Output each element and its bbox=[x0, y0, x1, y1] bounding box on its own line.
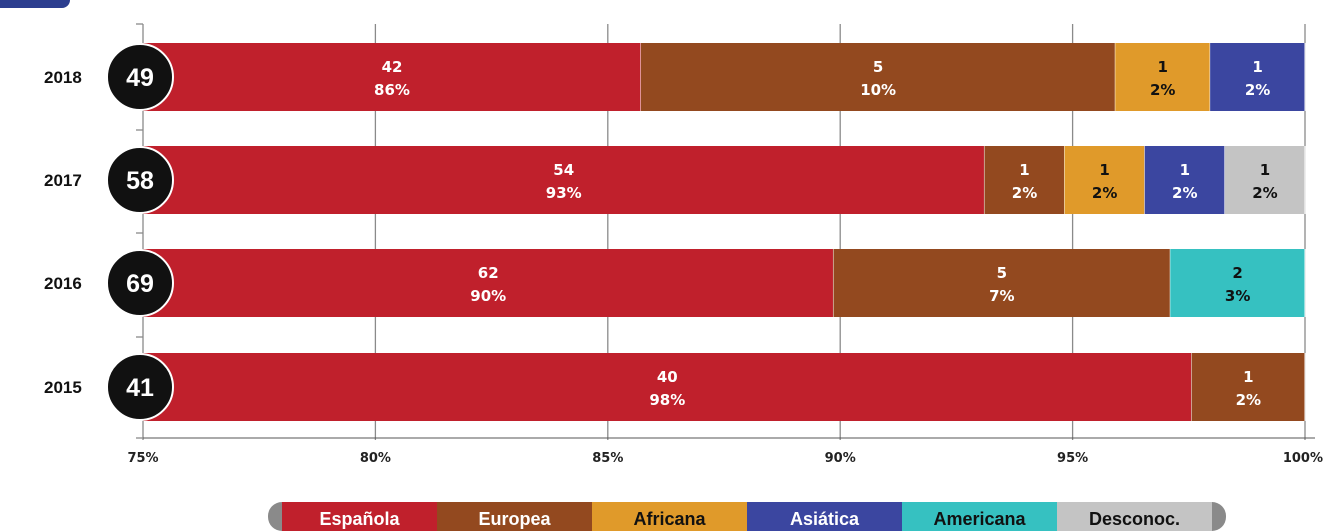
segment-percent-label: 2% bbox=[1150, 81, 1175, 99]
legend-item-2: Europea bbox=[437, 502, 592, 531]
segment-count-label: 1 bbox=[1019, 161, 1029, 179]
bar-segment-2017-6 bbox=[1224, 146, 1305, 214]
segment-percent-label: 98% bbox=[649, 391, 685, 409]
segment-percent-label: 90% bbox=[470, 287, 506, 305]
bar-segment-2017-1 bbox=[143, 146, 985, 214]
bar-segment-2017-4 bbox=[1144, 146, 1225, 214]
segment-count-label: 54 bbox=[553, 161, 574, 179]
bar-segment-2016-5 bbox=[1170, 249, 1305, 317]
segment-count-label: 42 bbox=[382, 58, 403, 76]
legend-item-4: Asiática bbox=[747, 502, 902, 531]
segment-percent-label: 93% bbox=[546, 184, 582, 202]
bar-segment-2017-3 bbox=[1064, 146, 1145, 214]
legend-item-6: Desconoc. bbox=[1057, 502, 1212, 531]
corner-tab-decoration bbox=[0, 0, 70, 8]
x-tick-label: 100% bbox=[1283, 451, 1323, 466]
segment-count-label: 1 bbox=[1180, 161, 1190, 179]
total-badge-value: 69 bbox=[126, 270, 154, 298]
total-badge-circle bbox=[106, 146, 174, 214]
segment-percent-label: 2% bbox=[1245, 81, 1270, 99]
total-badge-value: 41 bbox=[126, 374, 154, 402]
segment-percent-label: 2% bbox=[1252, 184, 1277, 202]
x-tick-label: 95% bbox=[1057, 451, 1088, 466]
total-badge-value: 49 bbox=[126, 64, 154, 92]
segment-count-label: 5 bbox=[997, 264, 1007, 282]
segment-count-label: 1 bbox=[1260, 161, 1270, 179]
legend-item-3: Africana bbox=[592, 502, 747, 531]
total-badge-circle bbox=[106, 43, 174, 111]
bar-segment-2016-2 bbox=[833, 249, 1171, 317]
legend: Española Europea Africana Asiática Americana… bbox=[268, 502, 1226, 531]
segment-count-label: 1 bbox=[1243, 368, 1253, 386]
bar-segment-2018-1 bbox=[143, 43, 641, 111]
segment-count-label: 1 bbox=[1157, 58, 1167, 76]
segment-count-label: 2 bbox=[1232, 264, 1242, 282]
segment-percent-label: 2% bbox=[1012, 184, 1037, 202]
x-tick-label: 90% bbox=[825, 451, 856, 466]
segment-percent-label: 3% bbox=[1225, 287, 1250, 305]
bar-segment-2016-1 bbox=[143, 249, 834, 317]
segment-percent-label: 2% bbox=[1236, 391, 1261, 409]
year-label: 2017 bbox=[44, 171, 82, 190]
total-badge-value: 58 bbox=[126, 167, 154, 195]
total-badge-circle bbox=[106, 249, 174, 317]
legend-item-1: Española bbox=[282, 502, 437, 531]
segment-percent-label: 7% bbox=[989, 287, 1014, 305]
segment-count-label: 1 bbox=[1252, 58, 1262, 76]
x-tick-label: 75% bbox=[127, 451, 158, 466]
bar-segment-2015-2 bbox=[1191, 353, 1305, 421]
year-label: 2018 bbox=[44, 68, 82, 87]
bar-segment-2018-2 bbox=[641, 43, 1116, 111]
bar-segment-2017-2 bbox=[984, 146, 1065, 214]
bar-segment-2018-3 bbox=[1115, 43, 1211, 111]
segment-percent-label: 86% bbox=[374, 81, 410, 99]
x-tick-label: 85% bbox=[592, 451, 623, 466]
segment-count-label: 5 bbox=[873, 58, 883, 76]
bar-segment-2015-1 bbox=[143, 353, 1192, 421]
bar-segment-2018-4 bbox=[1210, 43, 1305, 111]
segment-percent-label: 10% bbox=[860, 81, 896, 99]
year-label: 2015 bbox=[44, 378, 82, 397]
segment-percent-label: 2% bbox=[1172, 184, 1197, 202]
segment-count-label: 62 bbox=[478, 264, 499, 282]
segment-count-label: 40 bbox=[657, 368, 678, 386]
x-tick-label: 80% bbox=[360, 451, 391, 466]
segment-percent-label: 2% bbox=[1092, 184, 1117, 202]
segment-count-label: 1 bbox=[1099, 161, 1109, 179]
year-label: 2016 bbox=[44, 274, 82, 293]
legend-item-5: Americana bbox=[902, 502, 1057, 531]
total-badge-circle bbox=[106, 353, 174, 421]
